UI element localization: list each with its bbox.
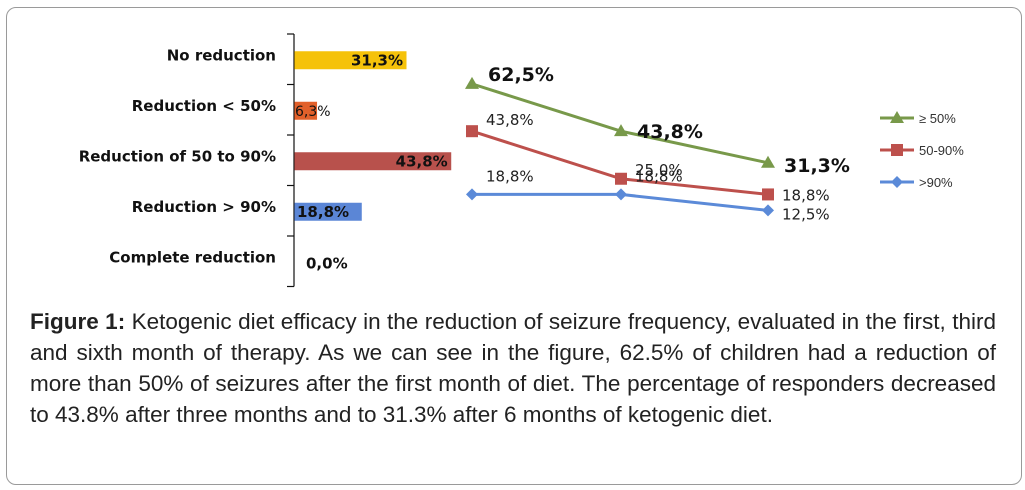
data-label: 31,3% [784,155,850,177]
bar [294,101,318,120]
triangle-marker [465,76,479,89]
triangle-marker [890,111,904,123]
bar-value-label: 0,0% [306,254,348,272]
line-chart: 62,5%43,8%31,3%43,8%25,0%18,8%18,8% 18,8%… [465,64,850,223]
category-label: No reduction [167,46,276,64]
data-label: 62,5% [488,64,554,86]
bar-chart: No reduction 31,3% Reduction < 50% 6,3% Redu… [79,33,452,288]
diamond-marker [615,188,627,201]
bar-value-label: 6,3% [295,104,331,120]
category-label: Reduction > 90% [132,198,276,216]
data-label: 43,8% [637,121,703,143]
diamond-marker [891,176,903,188]
triangle-marker [761,155,775,168]
square-marker [615,172,627,185]
bar-value-label: 31,3% [351,51,403,69]
category-label: Complete reduction [109,248,276,266]
data-label: 25,0% [635,161,683,179]
bar-value-label: 43,8% [396,152,448,170]
data-label: 18,8% [486,167,534,185]
legend-label: 50-90% [919,143,964,158]
square-marker [762,188,774,201]
legend-label: ≥ 50% [919,111,956,126]
bar-value-label: 18,8% [297,203,349,221]
diamond-marker [466,188,478,201]
data-label: 12,5% [782,205,830,223]
data-label: 18,8% [635,167,683,185]
figure-frame [6,7,1022,485]
caption-label: Figure 1: [30,309,126,334]
bar [294,51,407,70]
data-label: 43,8% [486,111,534,129]
bar [294,152,452,171]
figure-caption: Figure 1: Ketogenic diet efficacy in the… [30,306,996,430]
figure-chart: No reduction 31,3% Reduction < 50% 6,3% Redu… [79,33,964,288]
category-label: Reduction of 50 to 90% [79,147,276,165]
diamond-marker [762,204,774,217]
category-label: Reduction < 50% [132,97,276,115]
caption-text: Ketogenic diet efficacy in the reduction… [30,309,996,427]
legend: ≥ 50% 50-90% >90% [880,111,964,190]
square-marker [891,144,903,156]
triangle-marker [614,124,628,137]
legend-label: >90% [919,175,953,190]
bar [294,202,362,221]
data-label: 18,8% [782,186,830,204]
square-marker [466,125,478,138]
